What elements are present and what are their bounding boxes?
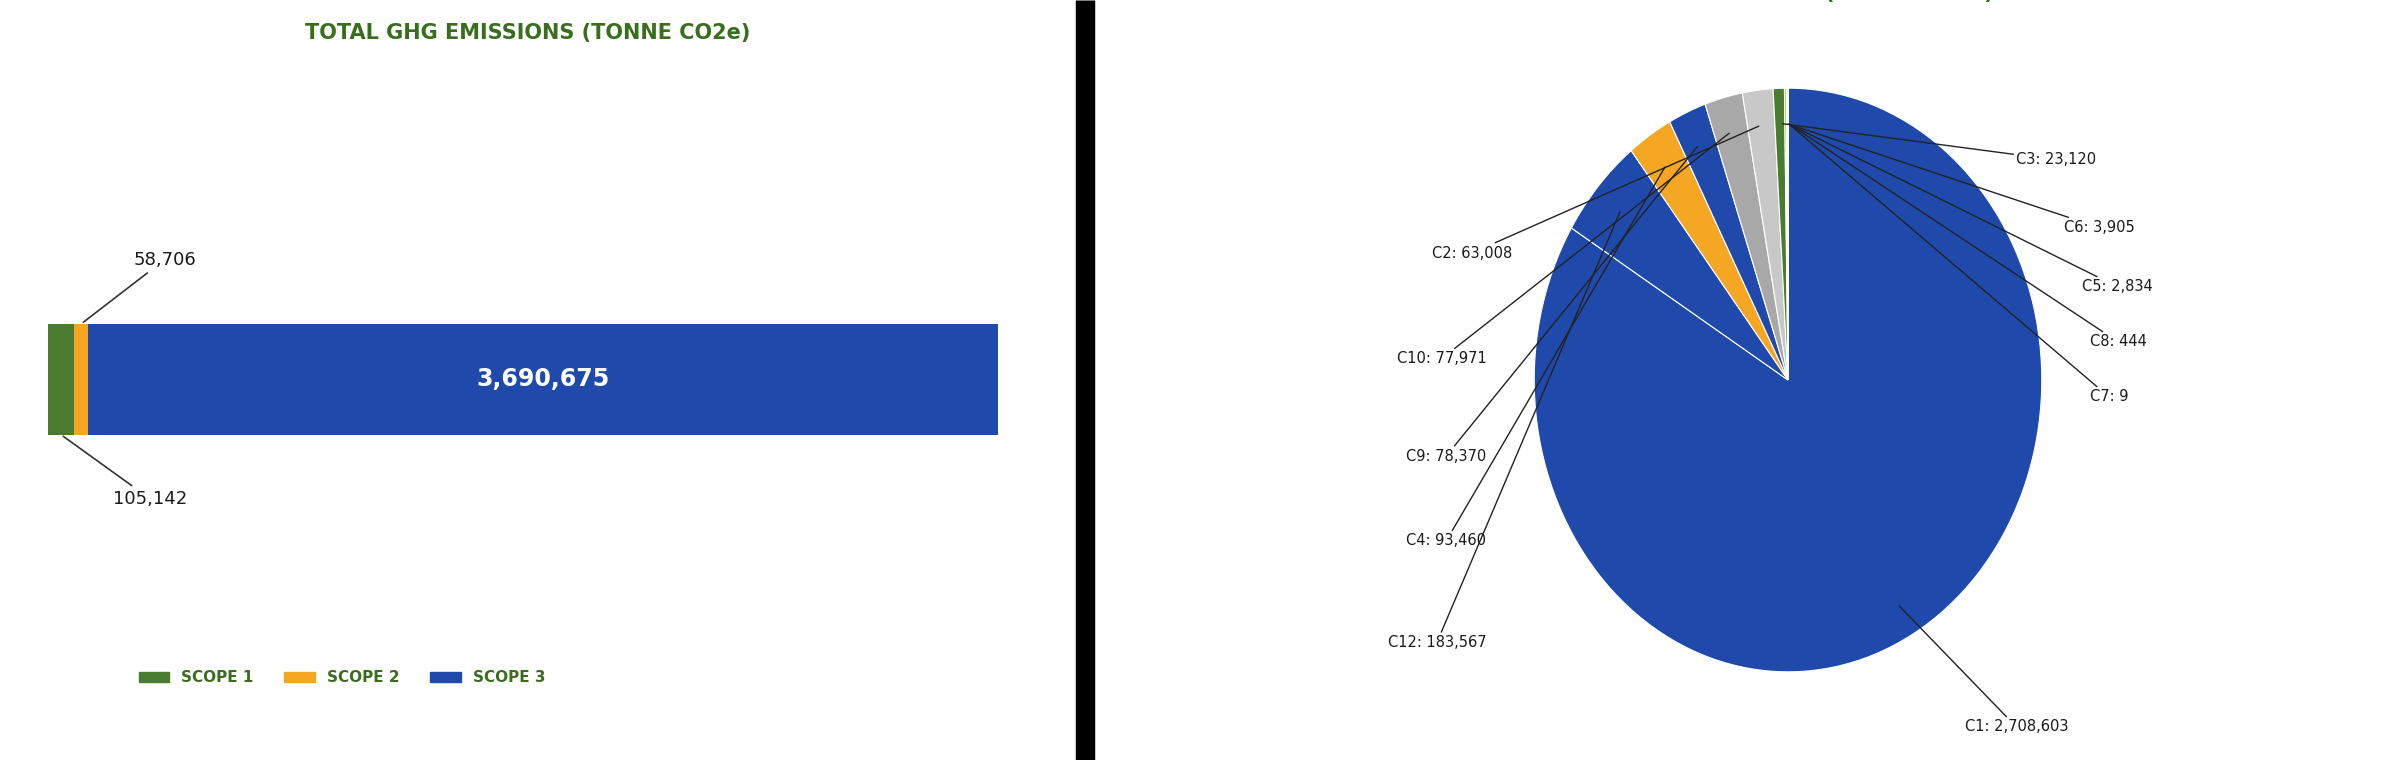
Wedge shape: [1572, 150, 1788, 380]
Text: C6: 3,905: C6: 3,905: [1788, 124, 2134, 235]
Text: C5: 2,834: C5: 2,834: [1790, 125, 2153, 294]
Legend: SCOPE 1, SCOPE 2, SCOPE 3: SCOPE 1, SCOPE 2, SCOPE 3: [132, 664, 552, 692]
Bar: [48, 324, 74, 435]
Wedge shape: [1704, 93, 1788, 380]
Wedge shape: [1632, 122, 1788, 380]
Text: C4: 93,460: C4: 93,460: [1406, 167, 1666, 548]
Text: C3: 23,120: C3: 23,120: [1783, 124, 2095, 167]
Text: C12: 183,567: C12: 183,567: [1387, 212, 1620, 650]
Bar: [74, 324, 89, 435]
Wedge shape: [1774, 88, 1788, 380]
Wedge shape: [1534, 88, 2042, 672]
Text: 3,690,675: 3,690,675: [478, 367, 610, 391]
Wedge shape: [1786, 88, 1788, 380]
Title: TOTAL GHG EMISSIONS (TONNE CO2e): TOTAL GHG EMISSIONS (TONNE CO2e): [305, 24, 751, 43]
Text: C9: 78,370: C9: 78,370: [1406, 147, 1697, 464]
Wedge shape: [1742, 89, 1788, 380]
Text: C8: 444: C8: 444: [1790, 125, 2146, 350]
Wedge shape: [1670, 104, 1788, 380]
Text: C1: 2,708,603: C1: 2,708,603: [1898, 606, 2069, 734]
Text: 105,142: 105,142: [62, 436, 187, 508]
Text: C10: 77,971: C10: 77,971: [1397, 133, 1728, 366]
Text: 58,706: 58,706: [84, 251, 197, 322]
Text: C2: 63,008: C2: 63,008: [1433, 126, 1759, 261]
Title: SCOPE 3 EMISSIONS (TONNE CO2e): SCOPE 3 EMISSIONS (TONNE CO2e): [1582, 0, 1994, 2]
Text: C7: 9: C7: 9: [1790, 125, 2129, 404]
Bar: [89, 324, 998, 435]
